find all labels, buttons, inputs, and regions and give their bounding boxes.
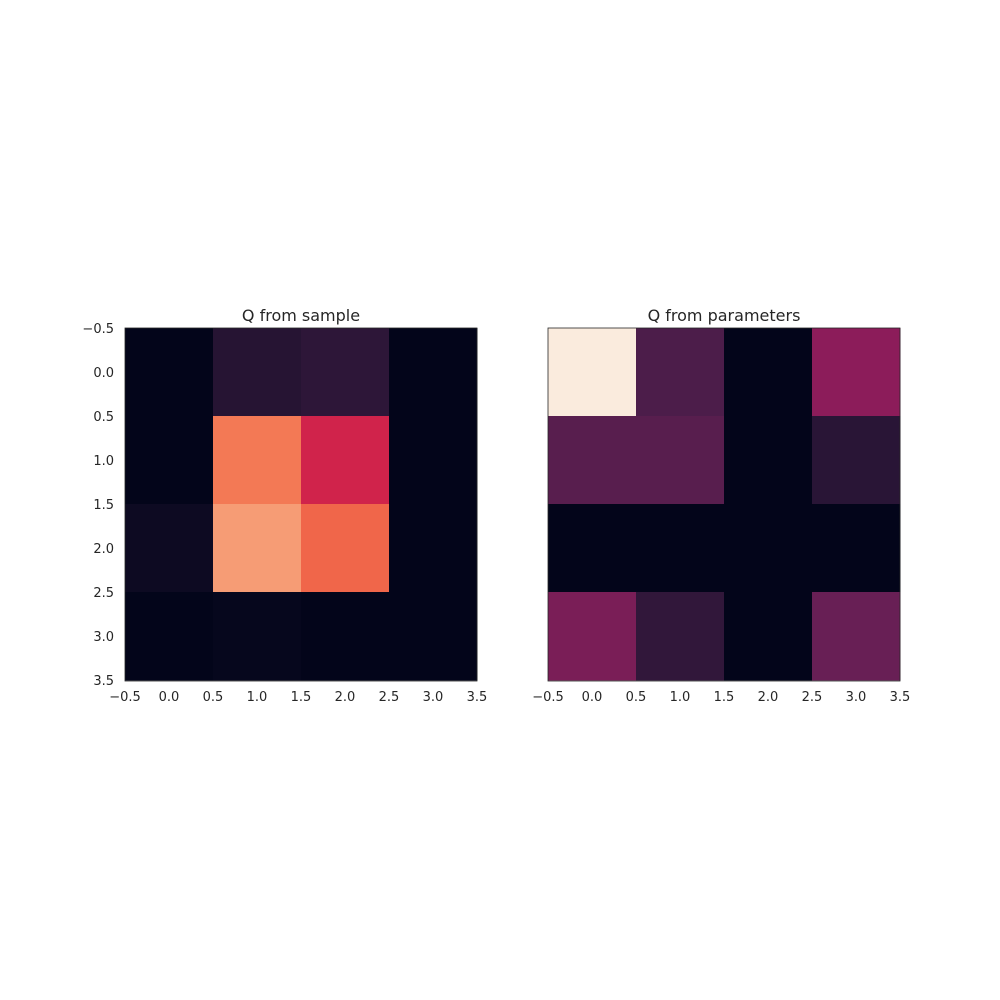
x-tick-label: 2.5 xyxy=(802,690,823,705)
heatmap-cell-r3-c2 xyxy=(724,592,813,681)
heatmap-cell-r3-c2 xyxy=(301,592,390,681)
x-tick-label: 0.5 xyxy=(203,690,224,705)
heatmap-cell-r0-c3 xyxy=(812,328,901,417)
x-tick-label: −0.5 xyxy=(109,690,141,705)
y-axis-ticks: −0.5 0.0 0.5 1.0 1.5 2.0 2.5 3.0 3.5 xyxy=(82,322,114,689)
x-tick-label: 3.0 xyxy=(423,690,444,705)
x-tick-label: 3.5 xyxy=(890,690,911,705)
heatmap-panel-sample: Q from sample −0.5 0.0 0.5 1.0 1.5 2.0 2.5 3.0 3… xyxy=(82,306,487,705)
y-tick-label: 0.5 xyxy=(93,410,114,425)
x-tick-label: 1.0 xyxy=(670,690,691,705)
x-tick-label: −0.5 xyxy=(532,690,564,705)
heatmap-cell-r0-c0 xyxy=(125,328,214,417)
heatmap-cells xyxy=(125,328,478,681)
x-tick-label: 0.0 xyxy=(159,690,180,705)
chart-title: Q from sample xyxy=(242,306,360,325)
x-axis-ticks: −0.5 0.0 0.5 1.0 1.5 2.0 2.5 3.0 3.5 xyxy=(532,690,910,705)
y-tick-label: 1.5 xyxy=(93,498,114,513)
heatmap-cell-r0-c2 xyxy=(724,328,813,417)
y-tick-label: 3.0 xyxy=(93,630,114,645)
heatmap-cell-r1-c1 xyxy=(213,416,302,505)
heatmap-cell-r3-c3 xyxy=(812,592,901,681)
y-tick-label: −0.5 xyxy=(82,322,114,337)
x-tick-label: 0.5 xyxy=(626,690,647,705)
heatmap-cell-r2-c3 xyxy=(389,504,478,593)
heatmap-cell-r1-c2 xyxy=(724,416,813,505)
heatmap-cell-r1-c3 xyxy=(812,416,901,505)
heatmap-cell-r0-c1 xyxy=(213,328,302,417)
heatmap-cell-r1-c2 xyxy=(301,416,390,505)
y-tick-label: 3.5 xyxy=(93,674,114,689)
chart-title: Q from parameters xyxy=(648,306,801,325)
heatmap-cell-r3-c0 xyxy=(125,592,214,681)
axes-frame xyxy=(547,327,901,682)
x-tick-label: 1.5 xyxy=(714,690,735,705)
heatmap-cell-r1-c0 xyxy=(548,416,637,505)
axes-frame xyxy=(124,327,478,682)
heatmap-cell-r2-c1 xyxy=(636,504,725,593)
x-tick-label: 0.0 xyxy=(582,690,603,705)
x-tick-label: 3.0 xyxy=(846,690,867,705)
x-tick-label: 1.5 xyxy=(291,690,312,705)
x-tick-label: 2.0 xyxy=(335,690,356,705)
x-tick-label: 1.0 xyxy=(247,690,268,705)
heatmap-cell-r2-c1 xyxy=(213,504,302,593)
y-tick-label: 2.0 xyxy=(93,542,114,557)
heatmap-cell-r2-c0 xyxy=(548,504,637,593)
heatmap-cell-r2-c3 xyxy=(812,504,901,593)
heatmap-cell-r2-c0 xyxy=(125,504,214,593)
heatmap-cell-r3-c0 xyxy=(548,592,637,681)
heatmap-cell-r1-c1 xyxy=(636,416,725,505)
heatmap-cell-r2-c2 xyxy=(724,504,813,593)
heatmap-cell-r1-c3 xyxy=(389,416,478,505)
y-tick-label: 0.0 xyxy=(93,366,114,381)
x-tick-label: 2.5 xyxy=(379,690,400,705)
heatmap-panel-parameters: Q from parameters −0.5 0.0 0.5 1.0 1.5 2.0 2.5… xyxy=(532,306,910,705)
y-tick-label: 2.5 xyxy=(93,586,114,601)
heatmap-cells xyxy=(548,328,901,681)
y-tick-label: 1.0 xyxy=(93,454,114,469)
heatmap-cell-r1-c0 xyxy=(125,416,214,505)
heatmap-cell-r2-c2 xyxy=(301,504,390,593)
x-tick-label: 2.0 xyxy=(758,690,779,705)
heatmap-cell-r3-c1 xyxy=(213,592,302,681)
heatmap-cell-r3-c3 xyxy=(389,592,478,681)
x-axis-ticks: −0.5 0.0 0.5 1.0 1.5 2.0 2.5 3.0 3.5 xyxy=(109,690,487,705)
heatmap-cell-r3-c1 xyxy=(636,592,725,681)
heatmap-cell-r0-c2 xyxy=(301,328,390,417)
heatmap-cell-r0-c0 xyxy=(548,328,637,417)
heatmap-cell-r0-c1 xyxy=(636,328,725,417)
heatmap-cell-r0-c3 xyxy=(389,328,478,417)
x-tick-label: 3.5 xyxy=(467,690,488,705)
